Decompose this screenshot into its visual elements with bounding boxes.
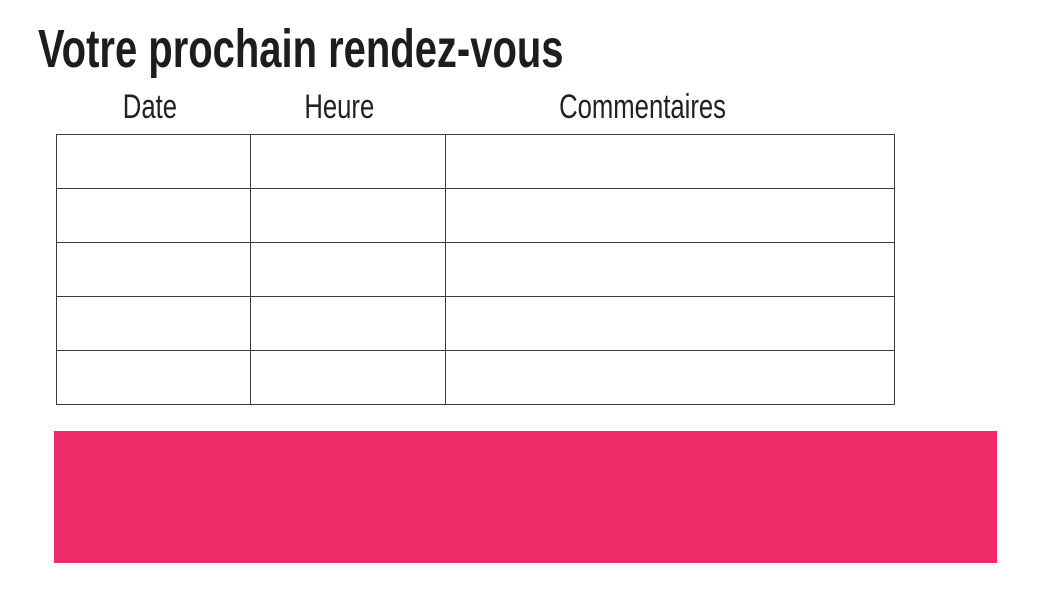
column-header-date-label: Date	[122, 88, 178, 126]
table-cell-heure	[250, 350, 446, 406]
table-cell-date	[56, 242, 251, 298]
table-row	[56, 350, 895, 406]
column-header-commentaires: Commentaires	[493, 90, 793, 124]
appointments-table	[56, 133, 895, 406]
table-row	[56, 296, 895, 352]
table-cell-heure	[250, 188, 446, 244]
page-title-text: Votre prochain rendez-vous	[38, 19, 564, 79]
page-title: Votre prochain rendez-vous	[38, 22, 748, 76]
table-cell-commentaires	[445, 242, 895, 298]
column-header-heure: Heure	[239, 90, 439, 124]
table-cell-commentaires	[445, 188, 895, 244]
table-cell-date	[56, 350, 251, 406]
table-row	[56, 188, 895, 244]
table-row	[56, 242, 895, 298]
table-cell-commentaires	[445, 350, 895, 406]
table-cell-date	[56, 188, 251, 244]
column-header-commentaires-label: Commentaires	[559, 88, 727, 126]
table-cell-heure	[250, 296, 446, 352]
pink-accent-banner	[54, 431, 997, 563]
table-cell-commentaires	[445, 296, 895, 352]
table-row	[56, 133, 895, 190]
table-cell-date	[56, 296, 251, 352]
table-cell-heure	[250, 133, 446, 190]
column-header-date: Date	[50, 90, 250, 124]
column-header-heure-label: Heure	[304, 88, 374, 126]
table-cell-date	[56, 133, 251, 190]
table-cell-heure	[250, 242, 446, 298]
table-cell-commentaires	[445, 133, 895, 190]
